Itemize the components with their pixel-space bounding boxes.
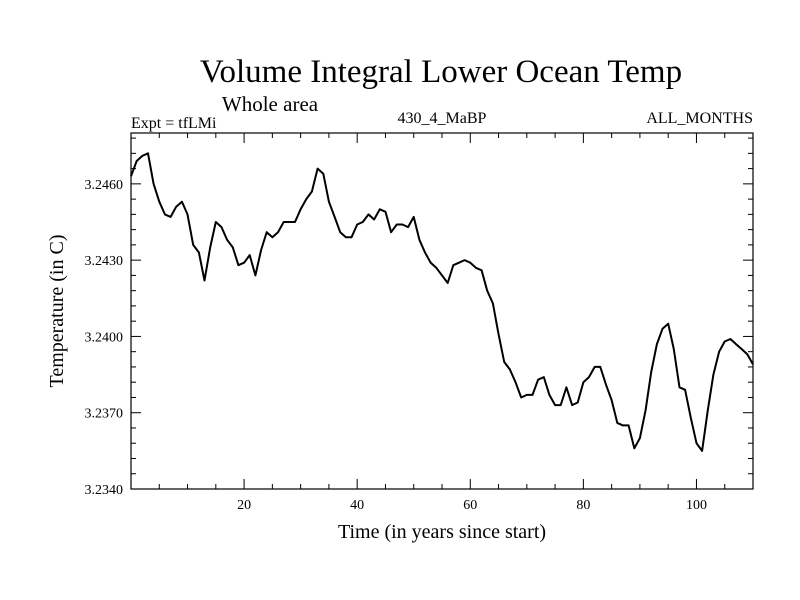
y-tick-label: 3.2430 bbox=[85, 254, 124, 269]
y-axis bbox=[131, 137, 753, 475]
y-tick-label: 3.2400 bbox=[85, 330, 124, 345]
x-axis bbox=[158, 133, 726, 489]
y-tick-label: 3.2460 bbox=[85, 178, 124, 193]
x-tick-label: 60 bbox=[463, 498, 477, 513]
chart-title: Volume Integral Lower Ocean Temp bbox=[200, 54, 682, 90]
plot-frame bbox=[130, 132, 754, 490]
y-tick-labels: 3.2340 3.2370 3.2400 3.2430 3.2460 bbox=[85, 178, 124, 498]
x-tick-label: 100 bbox=[686, 498, 707, 513]
y-tick-label: 3.2340 bbox=[85, 483, 124, 498]
y-tick-label: 3.2370 bbox=[85, 407, 124, 422]
x-tick-labels: 20 40 60 80 100 bbox=[237, 498, 707, 513]
months-label: ALL_MONTHS bbox=[646, 110, 753, 127]
series-line-tfLMi bbox=[130, 152, 754, 452]
chart-subtitle: Whole area bbox=[222, 92, 319, 116]
x-axis-label: Time (in years since start) bbox=[338, 521, 546, 543]
x-tick-label: 80 bbox=[576, 498, 590, 513]
x-tick-label: 20 bbox=[237, 498, 251, 513]
experiment-label: Expt = tfLMi bbox=[131, 115, 217, 132]
period-label: 430_4_MaBP bbox=[398, 110, 487, 127]
y-axis-label: Temperature (in C) bbox=[46, 235, 68, 388]
x-tick-label: 40 bbox=[350, 498, 364, 513]
